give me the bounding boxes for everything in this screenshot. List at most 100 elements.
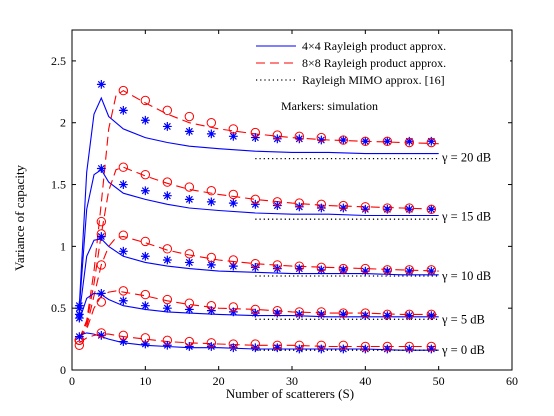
- data-point-circle: [206, 186, 217, 196]
- data-point-star: [382, 344, 392, 354]
- data-point-star: [184, 258, 194, 267]
- markers-note: Markers: simulation: [281, 99, 378, 113]
- data-point-circle: [96, 260, 107, 270]
- series-line-10-db-8x8-approx: [78, 235, 439, 340]
- data-point-circle: [250, 339, 261, 349]
- data-point-star: [162, 122, 172, 131]
- series-line-15-db-4x4-approx: [78, 168, 439, 309]
- data-point-star: [96, 232, 106, 241]
- series-15-db-4x4-sim: [74, 164, 436, 313]
- data-point-star: [294, 309, 304, 319]
- data-point-circle: [250, 127, 261, 138]
- series-line-15-db-8x8-approx: [78, 166, 439, 340]
- data-point-circle: [140, 236, 151, 247]
- data-point-circle: [426, 137, 437, 148]
- series-0-db-8x8-sim: [74, 328, 437, 352]
- data-point-circle: [206, 338, 217, 348]
- data-point-circle: [360, 136, 371, 146]
- data-point-star: [96, 164, 106, 173]
- series-5-db-4x4-sim: [74, 288, 436, 323]
- data-point-star: [272, 343, 282, 353]
- data-point-circle: [382, 136, 393, 146]
- series-line-5-db-8x8-approx: [78, 290, 439, 340]
- data-point-circle: [338, 340, 349, 350]
- data-point-circle: [184, 111, 195, 122]
- data-point-star: [382, 204, 392, 214]
- data-point-circle: [162, 177, 173, 187]
- data-point-circle: [250, 194, 261, 205]
- data-point-star: [426, 136, 436, 146]
- data-point-circle: [338, 263, 349, 274]
- data-point-star: [140, 339, 150, 349]
- data-point-circle: [184, 249, 195, 259]
- data-point-star: [382, 311, 392, 320]
- data-point-star: [404, 311, 414, 320]
- data-point-circle: [184, 182, 195, 192]
- data-point-star: [206, 260, 216, 270]
- data-point-circle: [294, 307, 305, 317]
- data-point-star: [118, 180, 128, 189]
- data-point-circle: [250, 304, 261, 315]
- data-point-circle: [382, 265, 393, 275]
- x-tick-label: 10: [139, 374, 151, 388]
- data-point-circle: [404, 309, 415, 320]
- data-point-star: [206, 306, 216, 316]
- data-point-circle: [140, 333, 151, 343]
- data-point-circle: [272, 130, 283, 140]
- data-point-circle: [360, 308, 371, 318]
- data-point-star: [426, 311, 436, 320]
- data-point-circle: [140, 95, 151, 106]
- data-point-star: [162, 303, 172, 313]
- data-point-star: [162, 340, 172, 350]
- data-point-circle: [316, 199, 327, 210]
- data-point-circle: [360, 341, 371, 352]
- data-point-circle: [316, 307, 327, 317]
- data-point-circle: [228, 339, 239, 349]
- curve-label: γ = 5 dB: [441, 312, 485, 326]
- x-tick-label: 20: [213, 374, 225, 388]
- data-point-star: [74, 313, 84, 323]
- data-point-star: [250, 133, 260, 142]
- data-point-circle: [250, 258, 261, 269]
- data-point-circle: [382, 341, 393, 352]
- data-point-circle: [294, 340, 305, 350]
- data-point-circle: [118, 162, 129, 172]
- data-point-star: [316, 309, 326, 319]
- data-point-circle: [74, 340, 85, 350]
- data-point-circle: [272, 260, 283, 270]
- data-point-star: [404, 136, 414, 146]
- data-point-circle: [272, 340, 283, 350]
- data-point-star: [228, 307, 238, 317]
- data-point-circle: [338, 308, 349, 318]
- data-point-star: [96, 288, 106, 298]
- data-point-star: [140, 186, 150, 196]
- data-point-star: [184, 126, 194, 136]
- data-point-star: [184, 305, 194, 314]
- data-point-star: [360, 311, 370, 320]
- legend-label: 4×4 Rayleigh product approx.: [302, 39, 446, 53]
- data-point-star: [140, 301, 150, 311]
- data-point-circle: [162, 105, 173, 116]
- data-point-star: [74, 332, 84, 342]
- data-point-circle: [118, 330, 129, 341]
- data-point-circle: [228, 189, 239, 200]
- x-tick-label: 50: [433, 374, 445, 388]
- curve-label: γ = 10 dB: [441, 269, 491, 283]
- data-point-circle: [184, 336, 195, 347]
- legend: 4×4 Rayleigh product approx. 8×8 Rayleigh…: [252, 35, 510, 95]
- x-tick-label: 30: [286, 374, 298, 388]
- y-tick-label: 0: [60, 363, 66, 377]
- x-tick-label: 60: [506, 374, 518, 388]
- data-point-star: [294, 264, 304, 274]
- data-point-circle: [206, 301, 217, 311]
- data-point-circle: [360, 263, 371, 274]
- data-point-star: [140, 251, 150, 261]
- curve-label: γ = 0 dB: [441, 343, 485, 357]
- data-point-circle: [338, 135, 349, 145]
- series-line-10-db-4x4-approx: [78, 238, 439, 315]
- x-axis-label: Number of scatterers (S): [226, 386, 354, 401]
- data-point-circle: [206, 118, 217, 128]
- series-5-db-8x8-sim: [74, 286, 437, 346]
- data-point-star: [228, 131, 238, 141]
